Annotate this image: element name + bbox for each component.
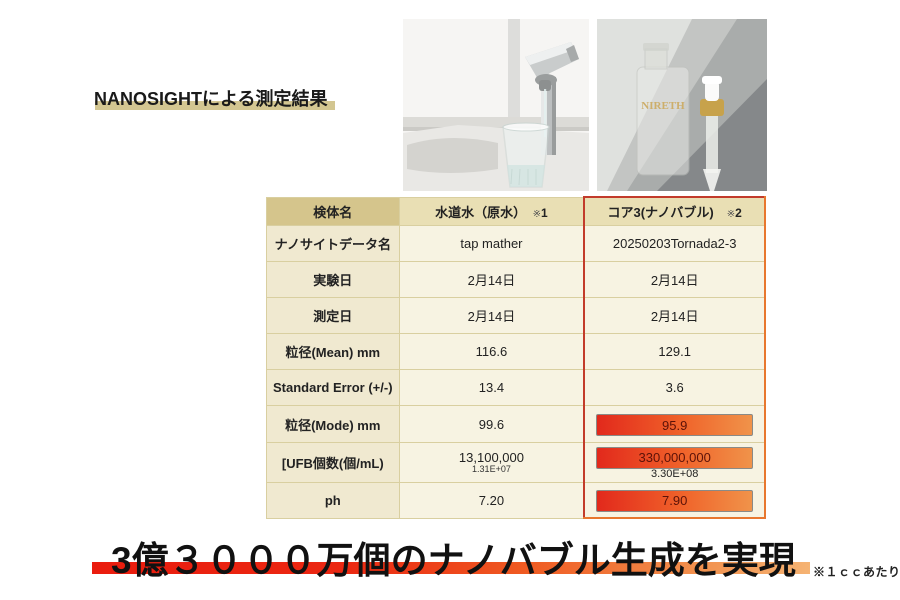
svg-text:NIRETH: NIRETH <box>641 100 685 112</box>
